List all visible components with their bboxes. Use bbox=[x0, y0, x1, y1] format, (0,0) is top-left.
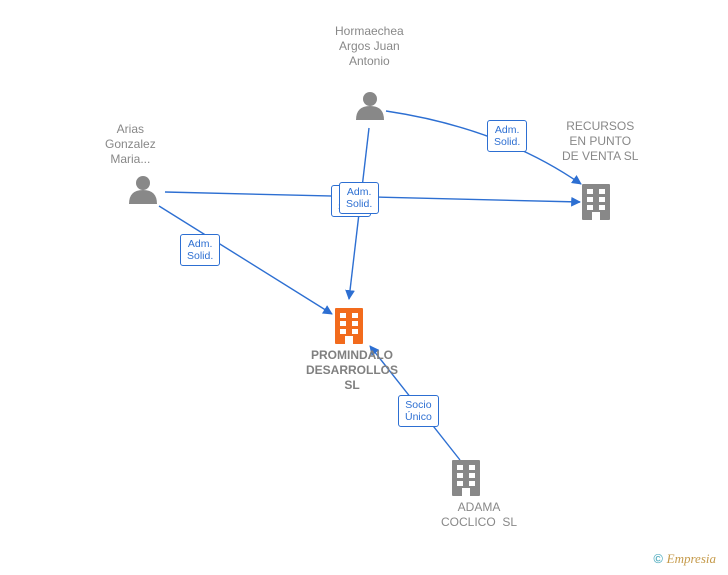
edge-label-0: Adm. Solid. bbox=[180, 234, 220, 266]
edge-label-2: Adm. Solid. bbox=[339, 182, 379, 214]
node-promindalo-building-icon[interactable] bbox=[335, 308, 363, 344]
edge-label-3: Adm. Solid. bbox=[487, 120, 527, 152]
node-label-arias: Arias Gonzalez Maria... bbox=[105, 122, 156, 167]
edge-label-4: Socio Único bbox=[398, 395, 439, 427]
node-label-hormaechea: Hormaechea Argos Juan Antonio bbox=[335, 24, 404, 69]
node-hormaechea-person-icon[interactable] bbox=[356, 92, 384, 120]
watermark: © Empresia bbox=[653, 551, 716, 567]
node-label-recursos: RECURSOS EN PUNTO DE VENTA SL bbox=[562, 119, 638, 164]
node-label-adama: ADAMA COCLICO SL bbox=[441, 500, 517, 530]
node-recursos-building-icon[interactable] bbox=[582, 184, 610, 220]
diagram-canvas bbox=[0, 0, 728, 575]
watermark-brand: Empresia bbox=[667, 551, 716, 566]
node-label-promindalo: PROMINDALO DESARROLLOS SL bbox=[306, 348, 398, 393]
node-arias-person-icon[interactable] bbox=[129, 176, 157, 204]
edge-hormaechea-recursos bbox=[386, 111, 581, 184]
copyright-symbol: © bbox=[653, 551, 663, 566]
node-adama-building-icon[interactable] bbox=[452, 460, 480, 496]
